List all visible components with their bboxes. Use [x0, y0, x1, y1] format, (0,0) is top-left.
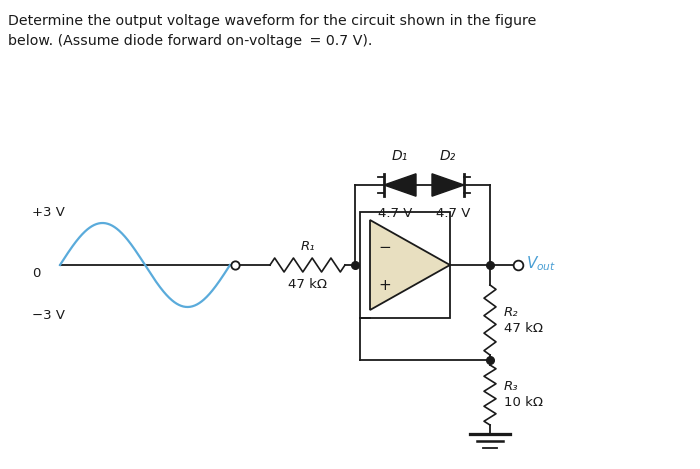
- Text: 4.7 V: 4.7 V: [436, 207, 470, 220]
- Text: 47 kΩ: 47 kΩ: [288, 278, 327, 291]
- Text: 4.7 V: 4.7 V: [378, 207, 412, 220]
- Text: $V_{out}$: $V_{out}$: [526, 255, 557, 273]
- Text: −3 V: −3 V: [32, 309, 65, 322]
- Text: −: −: [378, 240, 391, 255]
- Text: R₂: R₂: [504, 305, 519, 318]
- Text: Determine the output voltage waveform for the circuit shown in the figure: Determine the output voltage waveform fo…: [8, 14, 536, 28]
- Bar: [360, 212, 450, 318]
- Text: +3 V: +3 V: [32, 206, 65, 219]
- Text: D₂: D₂: [440, 149, 456, 163]
- Text: R₁: R₁: [300, 240, 315, 253]
- Text: 10 kΩ: 10 kΩ: [504, 396, 543, 409]
- Polygon shape: [432, 174, 464, 196]
- Text: below. (Assume diode forward on-voltage  = 0.7 V).: below. (Assume diode forward on-voltage …: [8, 34, 372, 48]
- Text: +: +: [378, 278, 391, 293]
- Polygon shape: [370, 220, 450, 310]
- Text: 47 kΩ: 47 kΩ: [504, 322, 543, 334]
- Text: D₁: D₁: [392, 149, 408, 163]
- Text: R₃: R₃: [504, 380, 519, 393]
- Polygon shape: [384, 174, 416, 196]
- Text: 0: 0: [32, 267, 41, 280]
